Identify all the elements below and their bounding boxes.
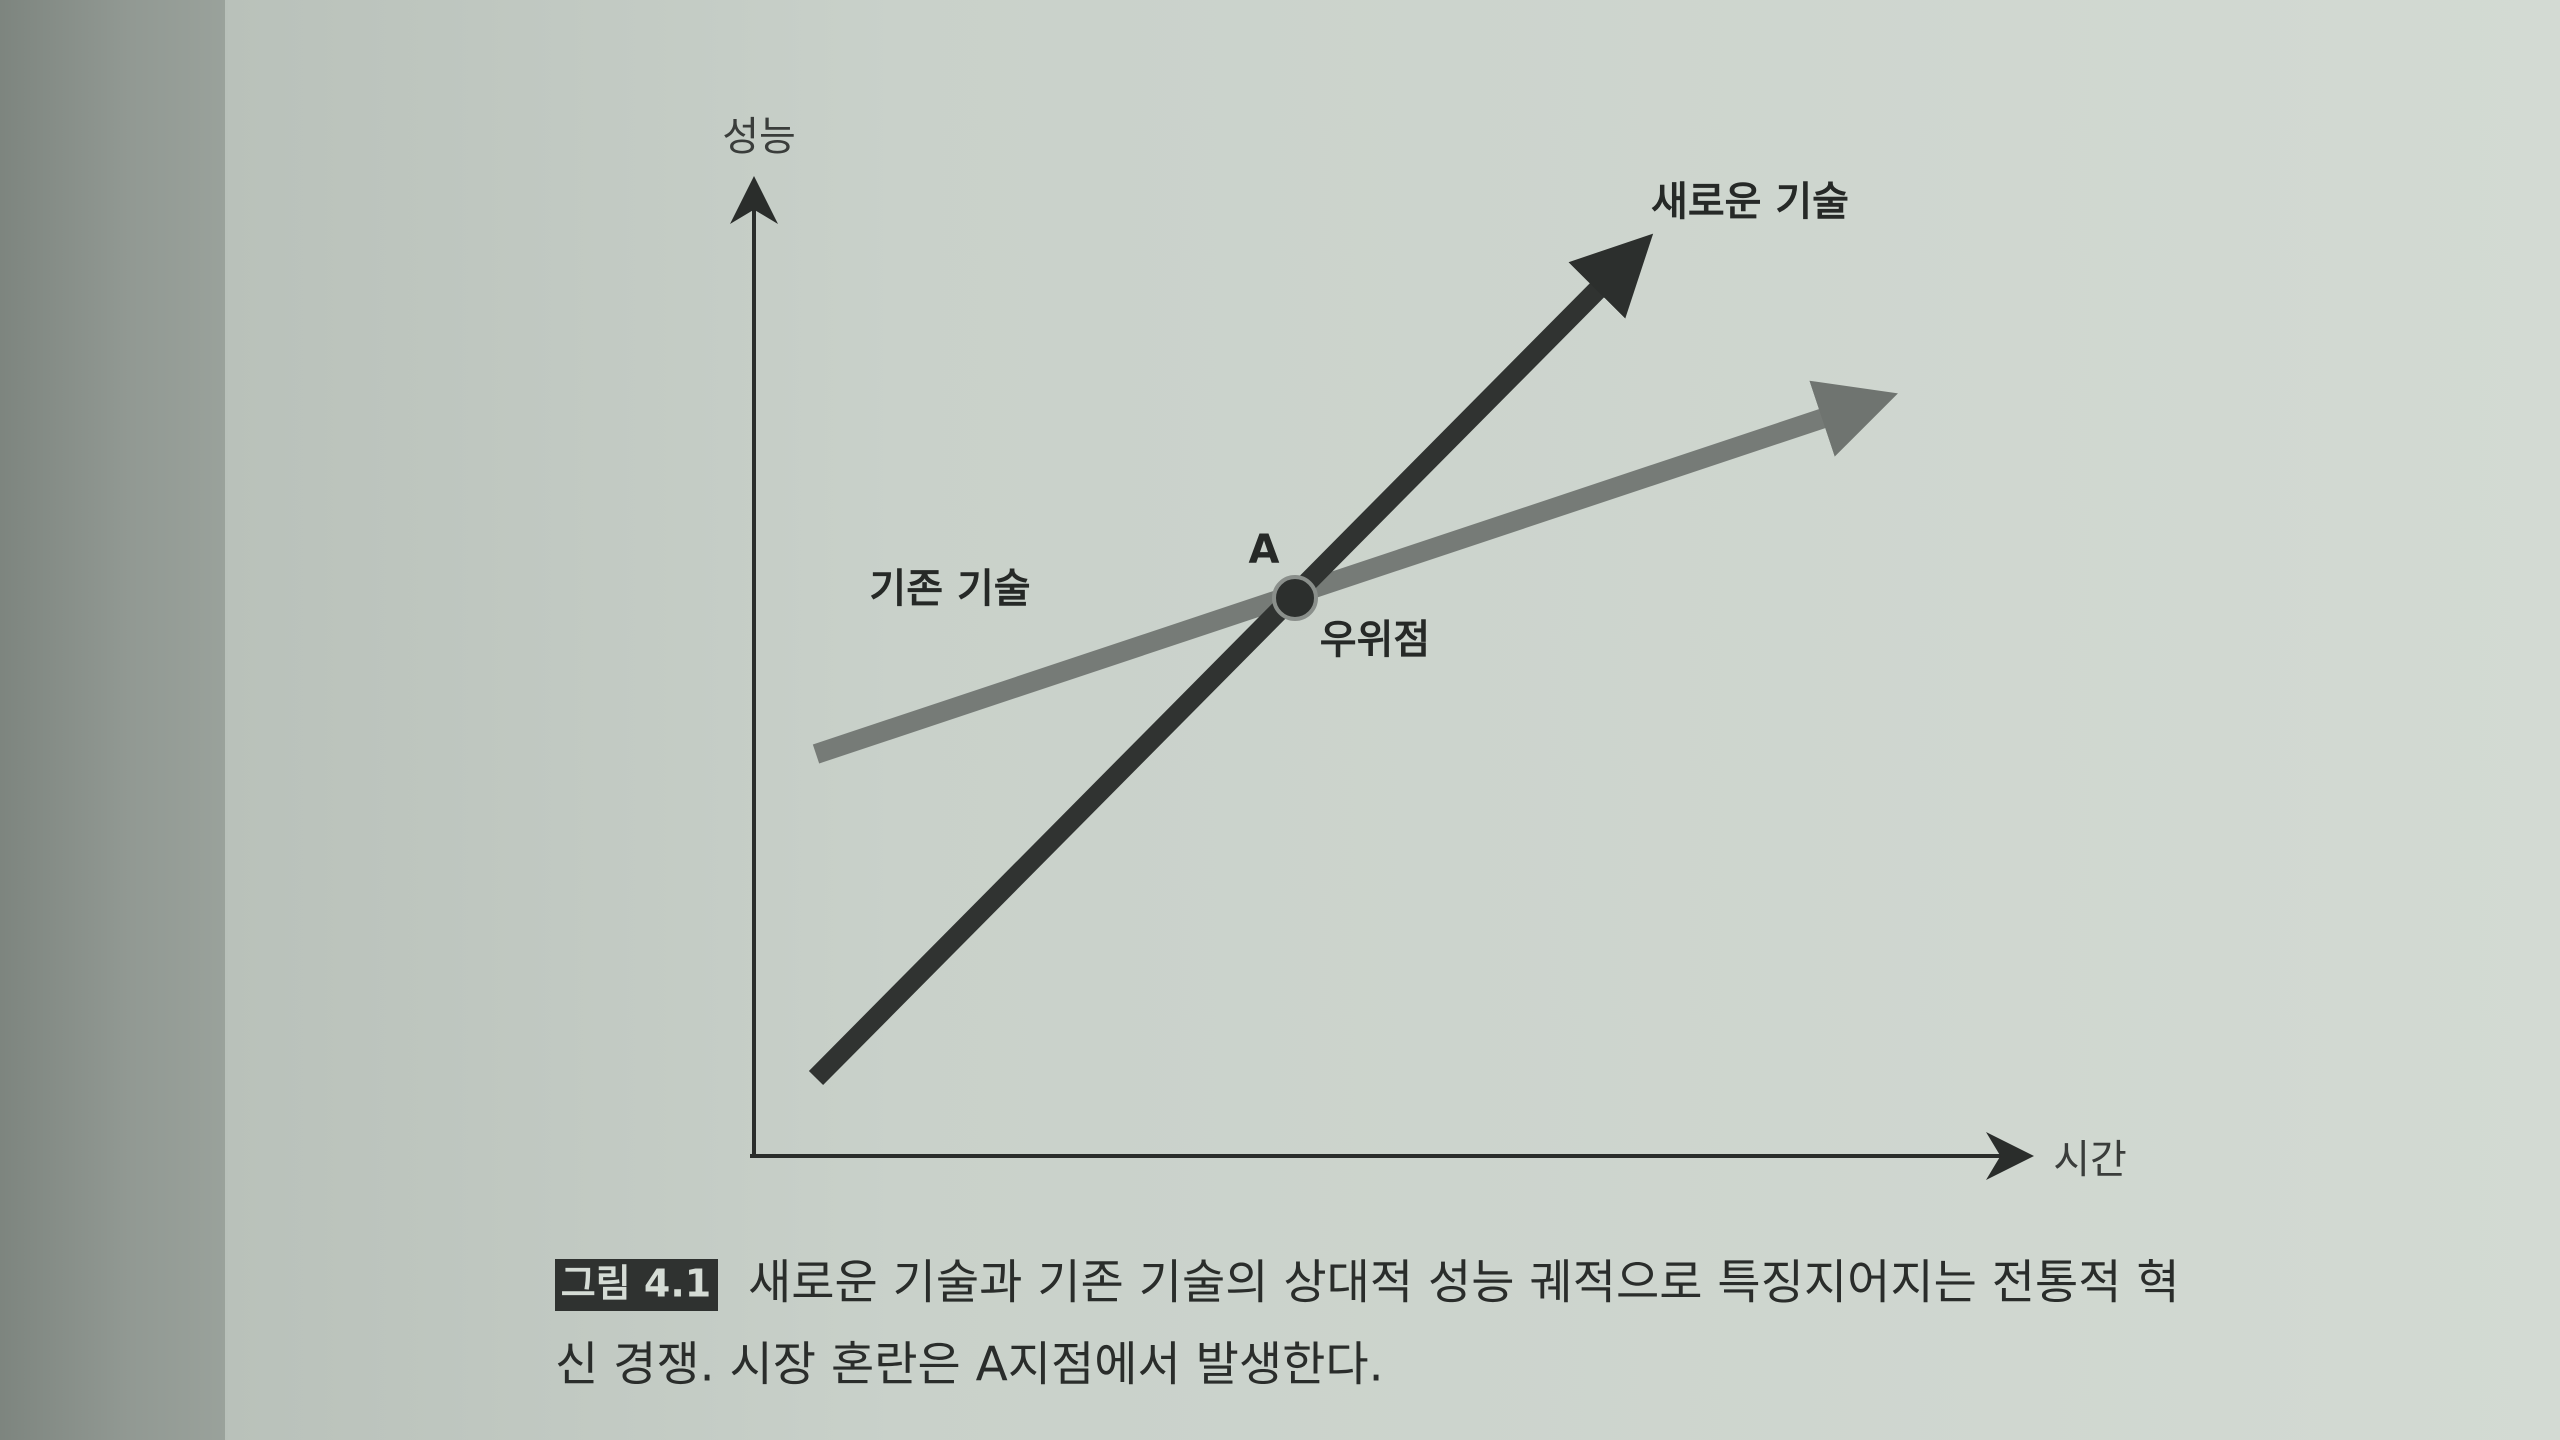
caption-label: 그림 4.1: [561, 1262, 711, 1306]
page-gutter: [0, 0, 225, 1440]
caption-label-box: [555, 1259, 718, 1311]
line-label: 새로운 기술: [1651, 179, 1849, 225]
intersection-point: [1272, 575, 1318, 621]
caption-text: 신 경쟁. 시장 혼란은 A지점에서 발생한다.: [555, 1338, 1384, 1393]
line-label: 기존 기술: [869, 566, 1030, 612]
old-tech-line: [812, 380, 1898, 764]
point-note: 우위점: [1320, 617, 1430, 663]
y-axis-label: 성능: [722, 114, 796, 160]
new-tech-line: [808, 233, 1654, 1086]
x-axis-label: 시간: [2053, 1137, 2127, 1183]
point-label: A: [1249, 527, 1280, 573]
caption-text: 새로운 기술과 기존 기술의 상대적 성능 궤적으로 특징지어지는 전통적 혁: [748, 1256, 2180, 1311]
